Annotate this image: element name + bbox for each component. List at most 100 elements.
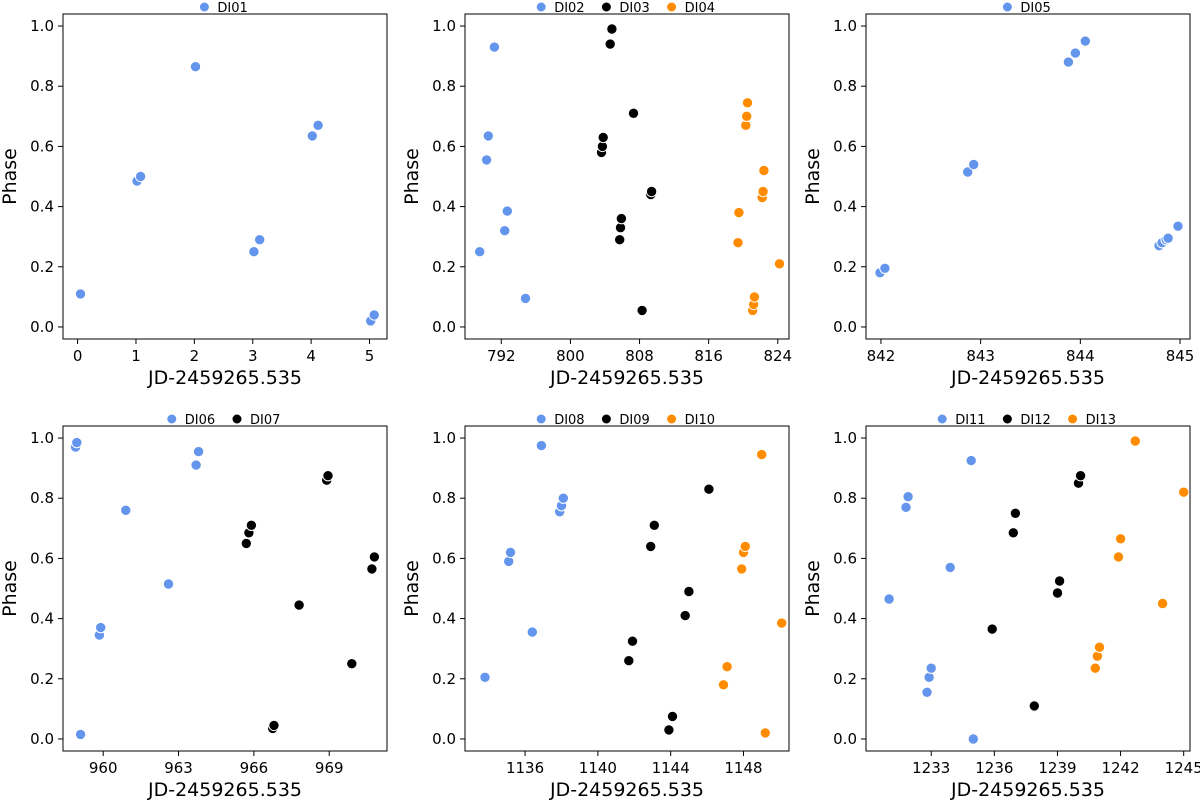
- point-di02: [480, 154, 493, 166]
- point-di04: [757, 185, 769, 198]
- point-di05: [962, 166, 974, 178]
- x-tick-label: 1140: [579, 759, 617, 777]
- y-tick-label: 0.4: [833, 610, 857, 628]
- legend-label-di08: DI08: [554, 413, 584, 428]
- point-di13: [1089, 662, 1102, 674]
- point-di12: [1028, 700, 1041, 712]
- y-tick-label: 0.0: [432, 318, 456, 336]
- point-di13: [1129, 435, 1142, 447]
- legend: DI01: [198, 1, 248, 16]
- point-di13: [1093, 641, 1106, 653]
- point-di12: [986, 623, 998, 635]
- subplot-5: 1136 1140 1144 1148 0.0 0.2 0.4 0.6 0.8 1.0 JD-245…: [401, 413, 790, 801]
- y-tick-label: 1.0: [833, 17, 857, 35]
- subplot-3: 842 843 844 845 0.0 0.2 0.4 0.6 0.8 1.0 JD-2459265…: [802, 1, 1194, 389]
- y-axis-label: Phase: [802, 148, 824, 205]
- point-di05: [1079, 35, 1092, 47]
- x-tick-label: 792: [487, 347, 516, 365]
- legend-marker-di04: [666, 1, 678, 13]
- point-di08: [504, 546, 517, 559]
- point-di09: [683, 585, 695, 598]
- legend-label-di05: DI05: [1020, 1, 1050, 16]
- axes-frame: [865, 425, 1191, 752]
- y-tick-label: 1.0: [432, 429, 456, 447]
- point-di13: [1114, 533, 1127, 545]
- subplot-2: 792 800 808 816 824 0.0 0.2 0.4 0.6 0.8 1.0 JD-2459…: [401, 1, 792, 389]
- point-di07: [322, 470, 334, 482]
- x-axis-label: JD-2459265.535: [549, 367, 704, 389]
- point-di07: [368, 551, 381, 563]
- legend-marker-di11: [936, 413, 948, 425]
- point-di06: [162, 578, 175, 590]
- point-di01: [306, 130, 318, 142]
- legend-marker-di09: [600, 413, 612, 425]
- point-di02: [488, 41, 501, 53]
- legend-marker-di07: [231, 413, 243, 425]
- y-tick-label: 0.4: [432, 610, 456, 628]
- y-tick-label: 0.2: [833, 258, 857, 276]
- y-tick-label: 0.0: [833, 318, 857, 336]
- legend-marker-di02: [535, 1, 547, 13]
- legend-marker-di12: [1001, 413, 1013, 425]
- point-di06: [120, 504, 132, 516]
- point-di02: [501, 205, 513, 217]
- x-tick-label: 1245: [1165, 759, 1200, 777]
- x-tick-label: 4: [306, 347, 316, 365]
- y-axis-label: Phase: [401, 148, 423, 205]
- y-tick-label: 0.2: [30, 670, 54, 688]
- axes-frame: [62, 425, 388, 752]
- y-tick-label: 0.8: [833, 77, 857, 95]
- point-di12: [1074, 470, 1087, 482]
- x-tick-label: 963: [164, 759, 193, 777]
- y-tick-label: 0.8: [833, 489, 857, 507]
- point-di08: [535, 439, 548, 452]
- legend: DI06 DI07: [166, 413, 280, 428]
- y-axis-label: Phase: [802, 560, 824, 617]
- legend: DI08 DI09 DI10: [535, 413, 715, 428]
- point-di10: [717, 679, 730, 691]
- point-di04: [741, 97, 754, 109]
- x-axis-label: JD-2459265.535: [950, 779, 1105, 801]
- legend-marker-di06: [166, 413, 178, 425]
- legend-label-di02: DI02: [554, 1, 584, 16]
- point-di05: [1062, 56, 1075, 68]
- point-di12: [1007, 527, 1019, 539]
- point-di10: [739, 540, 751, 553]
- x-tick-label: 1239: [1038, 759, 1076, 777]
- axes-frame: [464, 425, 790, 752]
- x-tick-label: 1136: [506, 759, 544, 777]
- point-di08: [557, 492, 569, 504]
- point-di02: [482, 130, 494, 142]
- y-tick-label: 1.0: [833, 429, 857, 447]
- x-tick-label: 1236: [975, 759, 1013, 777]
- y-tick-label: 1.0: [30, 17, 54, 35]
- x-tick-label: 969: [315, 759, 344, 777]
- point-di06: [95, 621, 107, 634]
- y-axis-label: Phase: [0, 560, 21, 617]
- legend-label-di07: DI07: [250, 413, 280, 428]
- point-di11: [921, 686, 933, 698]
- y-tick-label: 0.4: [833, 198, 857, 216]
- legend: DI02 DI03 DI04: [535, 1, 715, 16]
- y-tick-label: 0.0: [30, 318, 54, 336]
- point-di11: [967, 733, 979, 745]
- x-tick-label: 800: [556, 347, 585, 365]
- y-tick-label: 0.2: [432, 258, 456, 276]
- point-di09: [679, 609, 691, 622]
- y-tick-label: 0.6: [833, 137, 857, 155]
- y-tick-label: 0.8: [30, 77, 54, 95]
- y-tick-label: 0.0: [833, 730, 857, 748]
- legend-marker-di05: [1001, 1, 1013, 13]
- x-tick-label: 842: [867, 347, 896, 365]
- x-tick-label: 1242: [1101, 759, 1139, 777]
- y-tick-label: 0.8: [432, 489, 456, 507]
- subplot-4: 960 963 966 969 0.0 0.2 0.4 0.6 0.8 1.0 JD-2459265…: [0, 413, 388, 801]
- point-di05: [1172, 220, 1184, 232]
- axes-frame: [865, 13, 1191, 340]
- x-tick-label: 844: [1066, 347, 1095, 365]
- y-tick-label: 0.6: [30, 549, 54, 567]
- point-di02: [499, 225, 511, 237]
- point-di10: [759, 727, 771, 739]
- point-di04: [758, 164, 770, 177]
- legend-marker-di08: [535, 413, 547, 425]
